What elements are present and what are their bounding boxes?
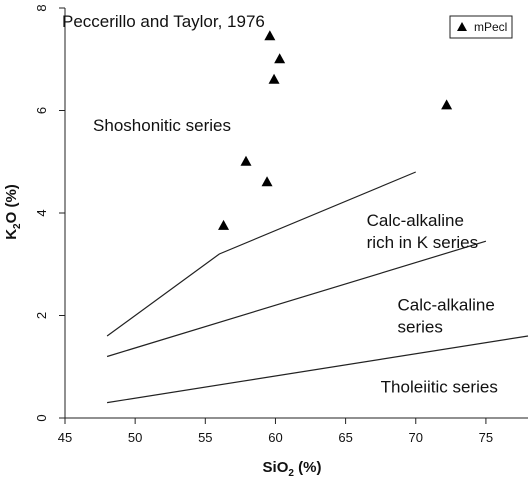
legend-box xyxy=(449,15,513,39)
x-axis-title: SiO2 (%) xyxy=(263,459,322,479)
region-labels-group: Shoshonitic series Calc-alkaline rich in K… xyxy=(93,116,498,396)
data-point-triangle xyxy=(264,30,276,41)
boundary-line xyxy=(106,171,416,337)
region-label: Tholeiitic series xyxy=(381,377,498,396)
y-tick-label: 2 xyxy=(34,312,49,319)
data-point-triangle xyxy=(268,73,280,84)
data-point-triangle xyxy=(441,99,453,110)
y-ticks-group: 0 2 4 6 8 xyxy=(34,4,65,422)
region-label: Shoshonitic series xyxy=(93,116,231,135)
y-tick-label: 0 xyxy=(34,414,49,421)
y-axis-title: K2O (%) xyxy=(3,184,23,240)
region-label: Calc-alkaline rich in K series xyxy=(367,211,478,252)
x-tick-label: 55 xyxy=(198,430,212,445)
boundary-line xyxy=(106,240,487,358)
region-label: Calc-alkaline series xyxy=(398,295,495,336)
legend-triangle-icon xyxy=(457,22,467,31)
y-tick-label: 4 xyxy=(34,209,49,216)
data-point-triangle xyxy=(240,155,252,166)
x-tick-label: 65 xyxy=(338,430,352,445)
y-tick-label: 6 xyxy=(34,107,49,114)
boundary-lines-group xyxy=(106,171,529,404)
x-tick-label: 75 xyxy=(479,430,493,445)
x-tick-label: 70 xyxy=(409,430,423,445)
x-tick-label: 50 xyxy=(128,430,142,445)
boundary-line xyxy=(106,335,529,404)
legend: mPecl xyxy=(449,15,513,39)
data-point-triangle xyxy=(261,176,273,187)
x-tick-label: 60 xyxy=(268,430,282,445)
chart-title: Peccerillo and Taylor, 1976 xyxy=(62,12,265,31)
legend-label: mPecl xyxy=(474,20,507,34)
data-points-group xyxy=(218,30,453,230)
data-point-triangle xyxy=(274,53,286,64)
data-point-triangle xyxy=(218,219,230,230)
x-tick-label: 45 xyxy=(58,430,72,445)
x-ticks-group: 45 50 55 60 65 70 75 xyxy=(58,418,493,445)
y-tick-label: 8 xyxy=(34,4,49,11)
